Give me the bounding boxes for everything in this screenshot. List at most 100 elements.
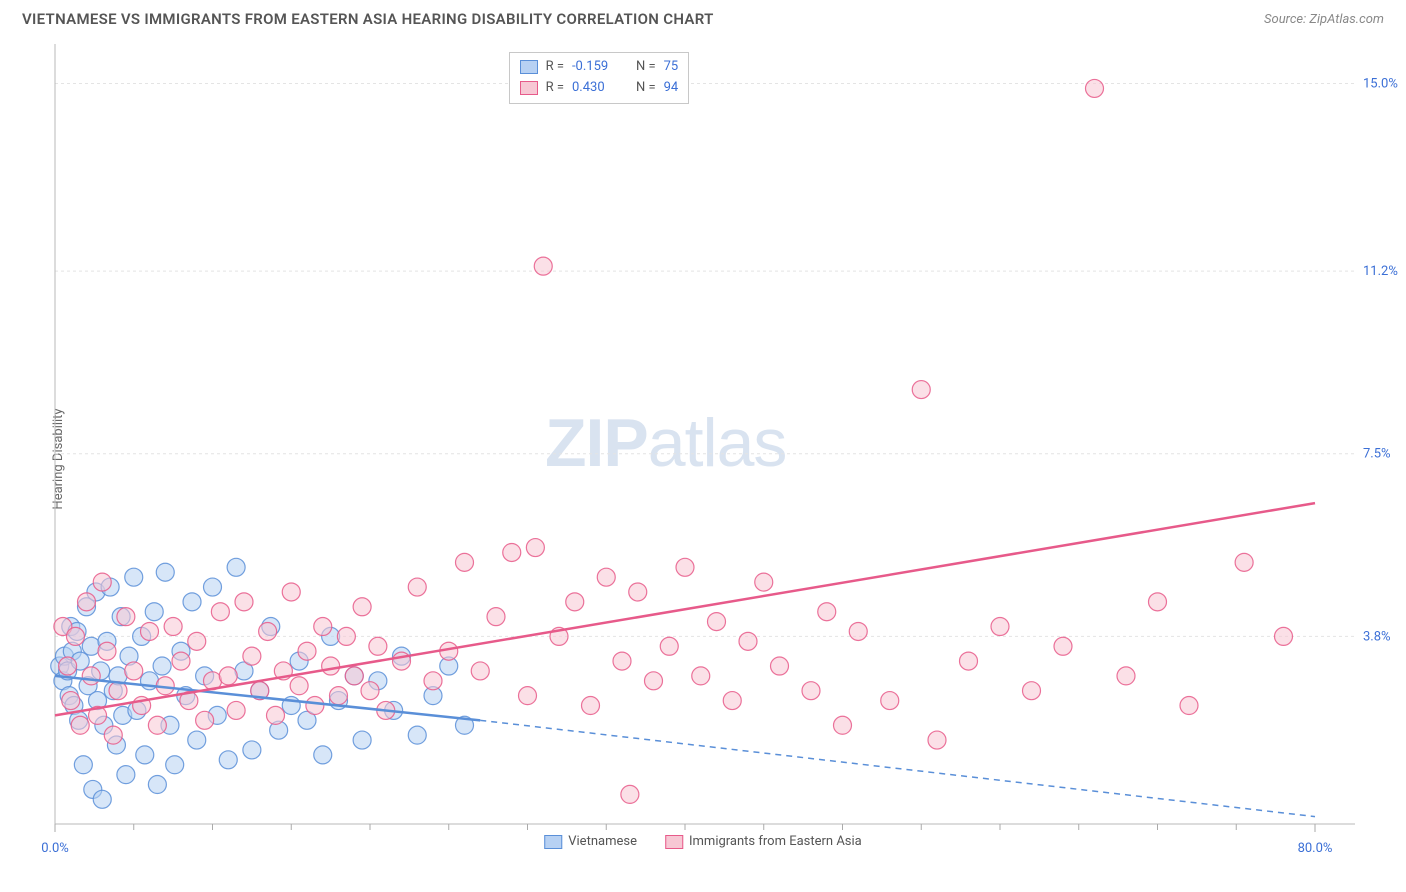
scatter-point	[818, 603, 836, 621]
n-label: N =	[636, 78, 656, 99]
scatter-point	[353, 731, 371, 749]
scatter-point	[519, 687, 537, 705]
scatter-point	[188, 632, 206, 650]
scatter-point	[166, 756, 184, 774]
scatter-point	[629, 583, 647, 601]
scatter-point	[282, 583, 300, 601]
scatter-point	[117, 766, 135, 784]
scatter-point	[369, 637, 387, 655]
x-tick-label: 0.0%	[41, 841, 69, 856]
scatter-point	[188, 731, 206, 749]
scatter-point	[259, 622, 277, 640]
scatter-point	[802, 682, 820, 700]
r-value: 0.430	[572, 78, 622, 99]
scatter-point	[148, 776, 166, 794]
scatter-point	[78, 593, 96, 611]
scatter-point	[912, 381, 930, 399]
scatter-point	[526, 539, 544, 557]
scatter-point	[306, 697, 324, 715]
scatter-point	[1275, 627, 1293, 645]
scatter-point	[928, 731, 946, 749]
series-name: Vietnamese	[568, 834, 637, 849]
legend-row: R = -0.159 N = 75	[520, 57, 679, 78]
series-legend: Vietnamese Immigrants from Eastern Asia	[544, 834, 862, 849]
scatter-point	[227, 558, 245, 576]
n-value: 94	[664, 78, 679, 99]
scatter-point	[353, 598, 371, 616]
scatter-point	[314, 618, 332, 636]
y-tick-label: 3.8%	[1363, 629, 1391, 644]
scatter-point	[93, 790, 111, 808]
scatter-point	[156, 563, 174, 581]
y-tick-label: 7.5%	[1363, 447, 1391, 462]
chart-area: Hearing Disability ZIPatlas 0.0%80.0%3.8…	[0, 34, 1406, 884]
scatter-point	[183, 593, 201, 611]
scatter-point	[660, 637, 678, 655]
scatter-point	[235, 593, 253, 611]
scatter-point	[298, 642, 316, 660]
scatter-point	[74, 756, 92, 774]
scatter-point	[487, 608, 505, 626]
scatter-point	[613, 652, 631, 670]
scatter-point	[503, 543, 521, 561]
scatter-point	[148, 716, 166, 734]
scatter-point	[471, 662, 489, 680]
source-label: Source: ZipAtlas.com	[1264, 12, 1384, 27]
scatter-point	[834, 716, 852, 734]
scatter-point	[172, 652, 190, 670]
scatter-point	[153, 657, 171, 675]
scatter-point	[645, 672, 663, 690]
scatter-point	[330, 687, 348, 705]
scatter-point	[692, 667, 710, 685]
legend-swatch	[520, 81, 538, 95]
scatter-point	[723, 692, 741, 710]
scatter-point	[424, 672, 442, 690]
n-value: 75	[664, 57, 679, 78]
scatter-point	[408, 578, 426, 596]
scatter-point	[71, 716, 89, 734]
scatter-point	[1149, 593, 1167, 611]
scatter-point	[881, 692, 899, 710]
scatter-point	[322, 657, 340, 675]
scatter-point	[66, 627, 84, 645]
scatter-point	[145, 603, 163, 621]
scatter-point	[1054, 637, 1072, 655]
scatter-point	[345, 667, 363, 685]
scatter-point	[98, 642, 116, 660]
scatter-point	[408, 726, 426, 744]
trend-line-extrap	[480, 720, 1315, 816]
scatter-point	[227, 701, 245, 719]
legend-swatch	[520, 60, 538, 74]
r-label: R =	[546, 57, 564, 78]
legend-item: Immigrants from Eastern Asia	[665, 834, 862, 849]
correlation-legend: R = -0.159 N = 75R = 0.430 N = 94	[509, 52, 690, 104]
legend-swatch	[544, 835, 562, 849]
scatter-point	[196, 711, 214, 729]
scatter-point	[164, 618, 182, 636]
scatter-plot: 0.0%80.0%3.8%7.5%11.2%15.0%	[0, 34, 1406, 884]
scatter-point	[621, 785, 639, 803]
n-label: N =	[636, 57, 656, 78]
scatter-point	[104, 726, 122, 744]
scatter-point	[204, 578, 222, 596]
scatter-point	[337, 627, 355, 645]
scatter-point	[582, 697, 600, 715]
scatter-point	[109, 682, 127, 700]
scatter-point	[1023, 682, 1041, 700]
header: VIETNAMESE VS IMMIGRANTS FROM EASTERN AS…	[0, 0, 1406, 34]
scatter-point	[361, 682, 379, 700]
scatter-point	[59, 657, 77, 675]
scatter-point	[1235, 553, 1253, 571]
legend-row: R = 0.430N = 94	[520, 78, 679, 99]
scatter-point	[267, 706, 285, 724]
scatter-point	[125, 662, 143, 680]
r-value: -0.159	[572, 57, 622, 78]
series-name: Immigrants from Eastern Asia	[689, 834, 862, 849]
scatter-point	[211, 603, 229, 621]
x-tick-label: 80.0%	[1298, 841, 1333, 856]
y-tick-label: 11.2%	[1363, 264, 1398, 279]
scatter-point	[219, 751, 237, 769]
scatter-point	[739, 632, 757, 650]
scatter-point	[141, 622, 159, 640]
scatter-point	[755, 573, 773, 591]
